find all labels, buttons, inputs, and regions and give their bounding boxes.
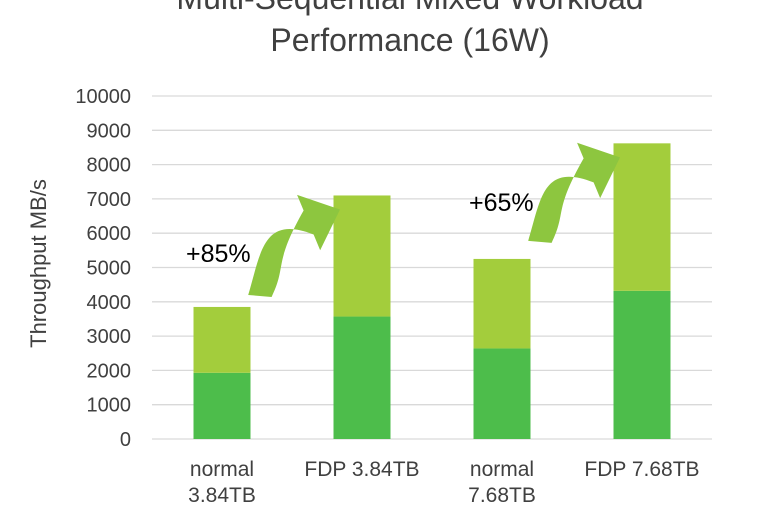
x-tick-label: FDP 3.84TB	[304, 458, 419, 481]
y-tick-label: 0	[120, 429, 131, 451]
chart-title-line-1: Multi-Sequential Mixed Workload	[150, 0, 670, 17]
y-tick-label: 9000	[87, 120, 132, 142]
y-tick-label: 2000	[87, 360, 132, 382]
bar-segment-top	[193, 306, 251, 373]
y-tick-label: 7000	[87, 189, 132, 211]
bar-segment-top	[473, 258, 531, 349]
bar-segment-top	[613, 143, 671, 291]
chart-title-line-2: Performance (16W)	[270, 22, 550, 58]
y-tick-label: 3000	[87, 326, 132, 348]
y-tick-label: 8000	[87, 155, 132, 177]
x-tick-label: 3.84TB	[188, 484, 256, 507]
x-tick-label: 7.68TB	[468, 484, 536, 507]
bar-segment-bottom	[193, 372, 251, 439]
bar-segment-bottom	[473, 348, 531, 439]
y-tick-label: 5000	[87, 258, 132, 280]
growth-label: +85%	[186, 240, 251, 268]
bar-segment-top	[333, 195, 391, 317]
y-tick-label: 4000	[87, 292, 132, 314]
y-tick-label: 10000	[75, 86, 131, 108]
growth-arrow	[248, 194, 340, 297]
x-tick-label: normal	[470, 458, 534, 481]
y-tick-label: 6000	[87, 223, 132, 245]
bar-segment-bottom	[613, 290, 671, 439]
x-tick-label: FDP 7.68TB	[584, 458, 699, 481]
growth-label: +65%	[469, 189, 534, 217]
y-tick-label: 1000	[87, 395, 132, 417]
bar-segment-bottom	[333, 316, 391, 439]
x-tick-label: normal	[190, 458, 254, 481]
y-axis-label: Throughput MB/s	[26, 179, 51, 348]
growth-arrow	[528, 142, 620, 243]
